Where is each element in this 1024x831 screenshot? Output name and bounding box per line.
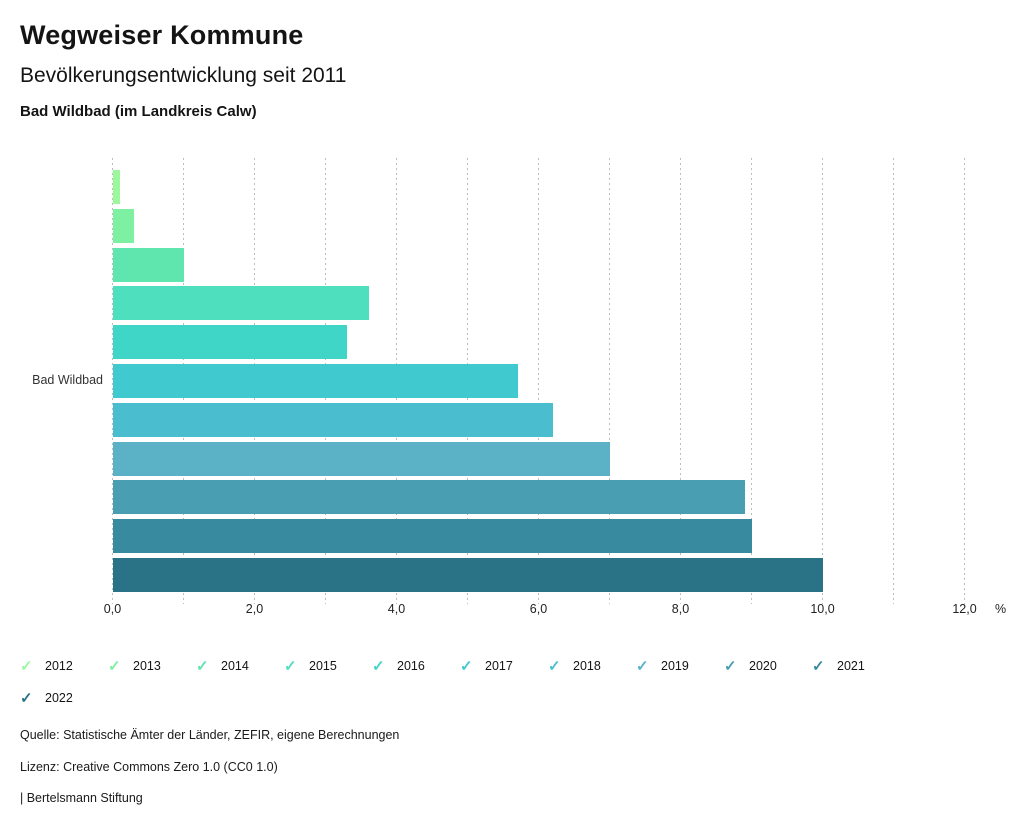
legend-item-2013[interactable]: ✓ 2013 — [108, 650, 196, 682]
check-icon: ✓ — [196, 657, 209, 675]
bar-2018[interactable] — [113, 402, 554, 437]
x-tick-label: 4,0 — [387, 602, 406, 616]
plot-area: % 0,0 2,0 4,0 6,0 8,0 10,0 12,0 — [104, 158, 1006, 616]
legend-item-2016[interactable]: ✓ 2016 — [372, 650, 460, 682]
bar-2022[interactable] — [113, 558, 823, 592]
chart-title: Bevölkerungsentwicklung seit 2011 — [20, 64, 347, 87]
y-category-label: Bad Wildbad — [32, 373, 103, 387]
region-subtitle: Bad Wildbad (im Landkreis Calw) — [20, 103, 257, 120]
x-tick-label: 0,0 — [103, 602, 122, 616]
legend-item-label: 2019 — [661, 659, 689, 673]
legend-item-label: 2022 — [45, 691, 73, 705]
gridline — [893, 158, 894, 604]
check-icon: ✓ — [20, 689, 33, 707]
legend: ✓ 2012 ✓ 2013 ✓ 2014 ✓ 2015 ✓ 2016 ✓ 2017 ✓ 2018 ✓ 2019… — [20, 650, 980, 714]
legend-item-2019[interactable]: ✓ 2019 — [636, 650, 724, 682]
legend-item-label: 2017 — [485, 659, 513, 673]
gridline — [751, 158, 752, 604]
x-tick-label: 10,0 — [810, 602, 835, 616]
bar-2016[interactable] — [113, 325, 348, 360]
gridline — [680, 158, 681, 604]
legend-item-label: 2018 — [573, 659, 601, 673]
bar-2019[interactable] — [113, 441, 610, 476]
check-icon: ✓ — [460, 657, 473, 675]
x-tick-label: 6,0 — [529, 602, 548, 616]
axis-unit-label: % — [995, 602, 1007, 616]
bar-2012[interactable] — [113, 170, 121, 204]
check-icon: ✓ — [548, 657, 561, 675]
check-icon: ✓ — [20, 657, 33, 675]
check-icon: ✓ — [284, 657, 297, 675]
gridline — [609, 158, 610, 604]
legend-item-label: 2013 — [133, 659, 161, 673]
legend-item-label: 2016 — [397, 659, 425, 673]
legend-item-2017[interactable]: ✓ 2017 — [460, 650, 548, 682]
gridline — [538, 158, 539, 604]
check-icon: ✓ — [636, 657, 649, 675]
legend-item-2022[interactable]: ✓ 2022 — [20, 682, 108, 714]
gridline — [822, 158, 823, 604]
check-icon: ✓ — [372, 657, 385, 675]
x-tick-label: 2,0 — [245, 602, 264, 616]
legend-item-label: 2020 — [749, 659, 777, 673]
bar-2020[interactable] — [113, 480, 745, 515]
bar-2014[interactable] — [113, 247, 184, 282]
branding-text: | Bertelsmann Stiftung — [20, 791, 143, 805]
source-text: Quelle: Statistische Ämter der Länder, Z… — [20, 728, 400, 742]
bar-2013[interactable] — [113, 208, 135, 243]
legend-item-label: 2014 — [221, 659, 249, 673]
legend-item-label: 2015 — [309, 659, 337, 673]
legend-item-2018[interactable]: ✓ 2018 — [548, 650, 636, 682]
gridline — [112, 158, 113, 604]
license-text: Lizenz: Creative Commons Zero 1.0 (CC0 1… — [20, 759, 278, 774]
legend-item-label: 2021 — [837, 659, 865, 673]
legend-item-2021[interactable]: ✓ 2021 — [812, 650, 900, 682]
x-tick-label: 8,0 — [671, 602, 690, 616]
check-icon: ✓ — [108, 657, 121, 675]
footer: Quelle: Statistische Ämter der Länder, Z… — [20, 728, 399, 823]
legend-item-2020[interactable]: ✓ 2020 — [724, 650, 812, 682]
check-icon: ✓ — [724, 657, 737, 675]
gridline — [964, 158, 965, 604]
legend-item-2014[interactable]: ✓ 2014 — [196, 650, 284, 682]
legend-item-2012[interactable]: ✓ 2012 — [20, 650, 108, 682]
app-title: Wegweiser Kommune — [20, 20, 304, 50]
bar-2021[interactable] — [113, 519, 752, 554]
legend-item-label: 2012 — [45, 659, 73, 673]
check-icon: ✓ — [812, 657, 825, 675]
bar-2015[interactable] — [113, 286, 369, 321]
legend-item-2015[interactable]: ✓ 2015 — [284, 650, 372, 682]
x-tick-label: 12,0 — [952, 602, 977, 616]
bar-2017[interactable] — [113, 364, 518, 398]
